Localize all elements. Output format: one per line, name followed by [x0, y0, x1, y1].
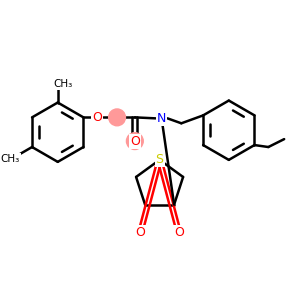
Text: O: O [92, 111, 102, 124]
Circle shape [109, 109, 125, 126]
Circle shape [126, 133, 143, 149]
Text: S: S [156, 153, 164, 167]
Text: O: O [130, 135, 140, 148]
Text: CH₃: CH₃ [1, 154, 20, 164]
Text: N: N [157, 112, 166, 125]
Text: O: O [135, 226, 145, 238]
Text: O: O [174, 226, 184, 238]
Text: CH₃: CH₃ [53, 79, 72, 89]
